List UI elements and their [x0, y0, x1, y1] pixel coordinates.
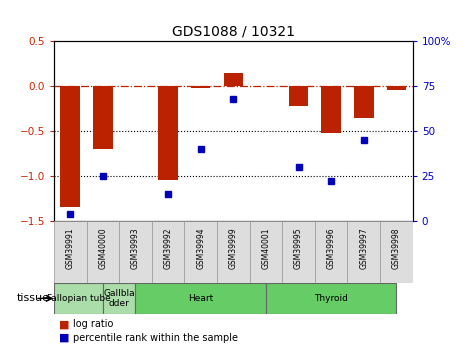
Bar — [354, 86, 374, 118]
Text: Heart: Heart — [188, 294, 213, 303]
Bar — [152, 221, 184, 283]
Bar — [93, 86, 113, 149]
Text: GSM39998: GSM39998 — [392, 227, 401, 268]
Text: GSM39999: GSM39999 — [229, 227, 238, 269]
Text: percentile rank within the sample: percentile rank within the sample — [73, 333, 238, 343]
Bar — [191, 86, 211, 88]
Bar — [386, 86, 406, 90]
Text: Gallbla
dder: Gallbla dder — [103, 289, 135, 308]
Bar — [224, 73, 243, 86]
Text: GSM39991: GSM39991 — [66, 227, 75, 268]
Bar — [380, 221, 413, 283]
Bar — [266, 283, 396, 314]
Bar — [348, 221, 380, 283]
Text: log ratio: log ratio — [73, 319, 113, 329]
Bar — [103, 283, 136, 314]
Bar — [315, 221, 348, 283]
Title: GDS1088 / 10321: GDS1088 / 10321 — [172, 25, 295, 39]
Bar — [321, 86, 341, 133]
Text: GSM39997: GSM39997 — [359, 227, 368, 269]
Bar — [289, 86, 308, 106]
Bar — [54, 283, 103, 314]
Bar — [136, 283, 266, 314]
Bar — [61, 86, 80, 207]
Bar — [184, 221, 217, 283]
Bar — [159, 86, 178, 180]
Text: tissue: tissue — [16, 294, 49, 303]
Text: GSM39996: GSM39996 — [327, 227, 336, 269]
Bar — [282, 221, 315, 283]
Text: GSM39993: GSM39993 — [131, 227, 140, 269]
Bar — [119, 221, 152, 283]
Text: Thyroid: Thyroid — [314, 294, 348, 303]
Text: GSM40000: GSM40000 — [98, 227, 107, 269]
Text: GSM40001: GSM40001 — [261, 227, 271, 268]
Text: ■: ■ — [59, 333, 69, 343]
Text: GSM39994: GSM39994 — [196, 227, 205, 269]
Text: GSM39995: GSM39995 — [294, 227, 303, 269]
Bar — [217, 221, 250, 283]
Text: GSM39992: GSM39992 — [164, 227, 173, 268]
Text: ■: ■ — [59, 319, 69, 329]
Text: Fallopian tube: Fallopian tube — [46, 294, 110, 303]
Bar — [54, 221, 87, 283]
Bar — [87, 221, 119, 283]
Bar — [250, 221, 282, 283]
